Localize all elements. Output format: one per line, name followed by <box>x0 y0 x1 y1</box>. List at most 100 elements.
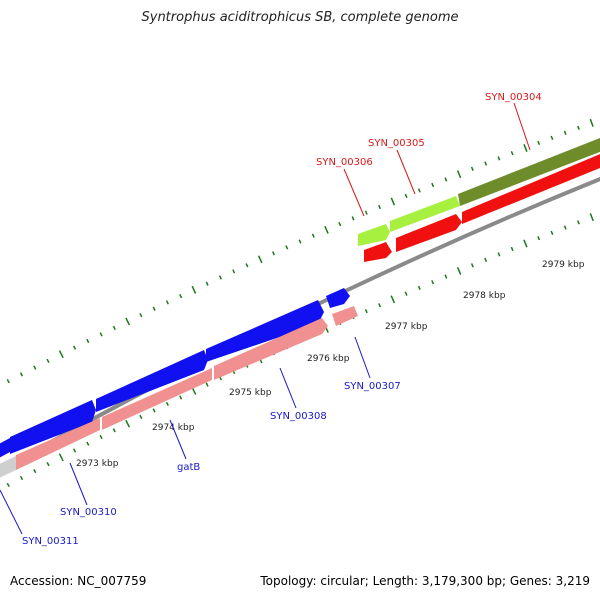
map-title: Syntrophus aciditrophicus SB, complete g… <box>141 10 459 25</box>
feature-block-lime <box>390 196 460 232</box>
kbp-label: 2976 kbp <box>307 354 350 364</box>
tick-mark <box>417 285 421 290</box>
tick-mark <box>589 213 594 222</box>
gene-label-gatb[interactable]: gatB <box>177 462 200 473</box>
genome-summary-text: Topology: circular; Length: 3,179,300 bp… <box>260 574 590 588</box>
kbp-label: 2978 kbp <box>463 291 506 301</box>
tick-mark <box>364 308 368 314</box>
tick-mark <box>205 281 209 286</box>
tick-mark <box>390 295 396 304</box>
tick-mark <box>470 166 474 171</box>
gene-label-syn-00305[interactable]: SYN_00305 <box>368 138 425 149</box>
tick-mark <box>179 293 183 299</box>
features <box>0 137 600 478</box>
tick-mark <box>390 197 396 206</box>
tick-mark <box>191 285 197 294</box>
tick-mark <box>404 291 408 296</box>
tick-mark <box>351 216 355 221</box>
kbp-label: 2975 kbp <box>229 388 272 398</box>
tick-mark <box>550 135 554 140</box>
tick-mark <box>431 182 435 188</box>
tick-mark <box>6 482 10 488</box>
tick-mark <box>139 312 143 318</box>
tick-mark <box>470 263 474 268</box>
gene-label-syn-00308[interactable]: SYN_00308 <box>270 411 327 422</box>
feature-block-pink <box>102 368 212 430</box>
tick-mark <box>179 395 183 400</box>
tick-mark <box>364 210 368 215</box>
tick-mark <box>165 401 169 407</box>
feature-block-pink <box>332 306 358 326</box>
tick-mark <box>125 317 131 326</box>
tick-mark <box>73 448 77 453</box>
tick-mark <box>46 462 50 467</box>
tick-mark <box>431 280 435 285</box>
tick-mark <box>285 245 289 250</box>
feature-block-gray <box>0 456 16 478</box>
leader-line <box>69 462 88 506</box>
tick-mark <box>537 140 541 146</box>
tick-mark <box>510 246 514 252</box>
feature-block-blue <box>0 438 10 458</box>
tick-mark <box>589 118 594 127</box>
tick-mark <box>444 177 448 182</box>
leader-line <box>513 102 531 151</box>
tick-mark <box>86 338 90 344</box>
tick-mark <box>298 239 302 244</box>
gene-label-syn-00304[interactable]: SYN_00304 <box>485 92 542 103</box>
feature-block-blue <box>326 288 350 308</box>
tick-mark <box>497 252 501 257</box>
gene-label-syn-00307[interactable]: SYN_00307 <box>344 381 401 392</box>
tick-mark <box>378 303 382 308</box>
tick-mark <box>550 230 554 235</box>
tick-mark <box>497 156 501 161</box>
tick-mark <box>99 434 103 440</box>
tick-mark <box>125 419 131 428</box>
feature-block-pink <box>214 318 328 380</box>
tick-mark <box>456 170 462 179</box>
kbp-labels: 2973 kbp 2974 kbp 2975 kbp 2976 kbp 2977… <box>76 260 585 469</box>
tick-mark <box>311 233 315 238</box>
kbp-label: 2973 kbp <box>76 459 119 469</box>
feature-block-red <box>364 242 392 262</box>
tick-mark <box>245 263 249 268</box>
tick-mark <box>444 274 448 279</box>
feature-block-pink <box>16 418 100 470</box>
gene-label-syn-00311[interactable]: SYN_00311 <box>22 536 79 547</box>
leader-line <box>354 336 371 379</box>
backbone-line-outer <box>0 100 600 393</box>
tick-mark <box>272 251 275 256</box>
tick-mark <box>58 453 64 462</box>
tick-mark <box>112 325 116 331</box>
tick-mark <box>165 300 169 305</box>
tick-mark <box>139 414 143 420</box>
feature-block-red <box>396 214 462 252</box>
leader-line <box>0 489 23 535</box>
tick-mark <box>33 365 37 370</box>
feature-block-lime <box>358 224 390 246</box>
gene-label-syn-00310[interactable]: SYN_00310 <box>60 507 117 518</box>
tick-mark <box>484 161 488 166</box>
tick-mark <box>205 382 209 387</box>
tick-mark <box>33 468 37 474</box>
tick-mark <box>417 188 421 193</box>
tick-mark <box>563 225 567 230</box>
tick-mark <box>19 475 24 481</box>
kbp-label: 2977 kbp <box>385 322 428 332</box>
tick-mark <box>456 267 462 275</box>
tick-mark <box>338 221 342 227</box>
tick-mark <box>152 306 156 311</box>
tick-marks <box>6 118 594 488</box>
gene-label-syn-00306[interactable]: SYN_00306 <box>316 157 373 168</box>
leader-line <box>169 419 187 460</box>
tick-mark <box>577 220 580 225</box>
tick-mark <box>577 125 580 130</box>
tick-mark <box>218 275 222 280</box>
tick-mark <box>58 350 64 359</box>
kbp-label: 2979 kbp <box>542 260 585 270</box>
tick-mark <box>99 332 103 337</box>
tick-mark <box>86 441 90 446</box>
feature-block-red <box>462 154 600 224</box>
tick-mark <box>378 204 381 210</box>
